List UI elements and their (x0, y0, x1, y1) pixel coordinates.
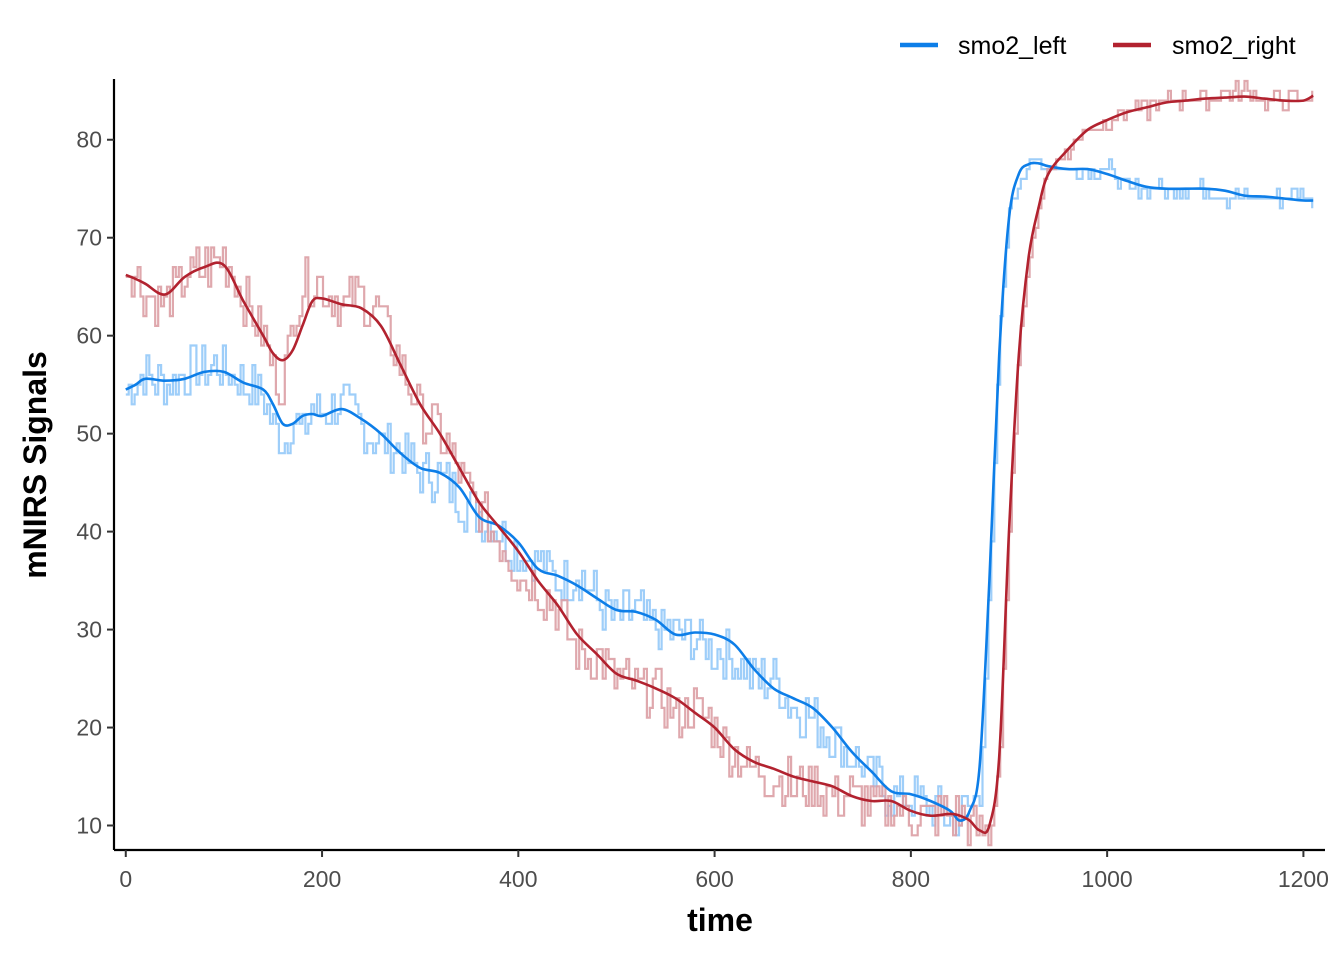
x-tick-label: 200 (303, 866, 341, 892)
smooth-line-smo2-left (125, 161, 1314, 822)
y-tick-label: 60 (76, 323, 102, 349)
y-tick-label: 30 (76, 617, 102, 643)
y-tick-label: 20 (76, 715, 102, 741)
y-ticks: 10 20 30 40 50 60 70 80 (76, 127, 114, 839)
y-tick-label: 10 (76, 813, 102, 839)
x-axis-title: time (687, 902, 753, 938)
legend-label-smo2-left: smo2_left (958, 32, 1066, 60)
raw-line-smo2-left (125, 158, 1314, 837)
smooth-line-smo2-right (125, 94, 1314, 835)
y-tick-label: 50 (76, 421, 102, 447)
x-tick-label: 600 (695, 866, 733, 892)
y-axis-title: mNIRS Signals (17, 351, 53, 579)
smooth-series-layer (125, 94, 1314, 835)
y-tick-label: 80 (76, 127, 102, 153)
x-tick-label: 0 (119, 866, 132, 892)
y-tick-label: 70 (76, 225, 102, 251)
x-tick-label: 800 (892, 866, 930, 892)
x-tick-label: 1000 (1082, 866, 1133, 892)
y-tick-label: 40 (76, 519, 102, 545)
x-tick-label: 1200 (1278, 866, 1329, 892)
x-ticks: 0 200 400 600 800 1000 1200 (119, 850, 1329, 892)
legend: smo2_left smo2_right (900, 32, 1296, 60)
x-tick-label: 400 (499, 866, 537, 892)
legend-label-smo2-right: smo2_right (1172, 32, 1296, 60)
